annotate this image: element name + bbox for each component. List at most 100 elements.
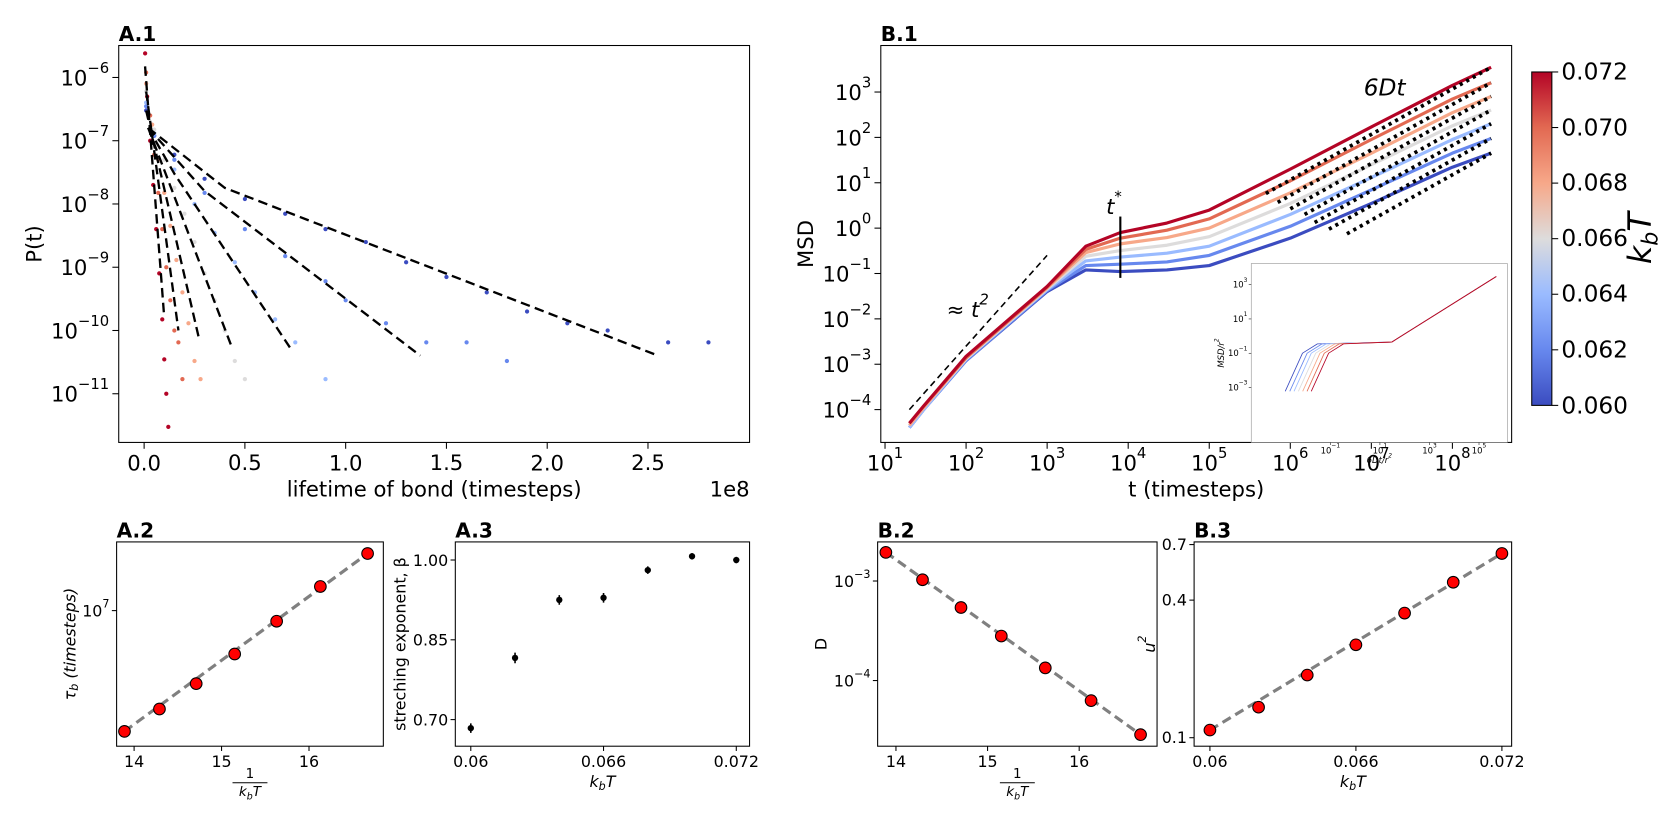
x-tick-label-part: 5 [1483, 444, 1487, 450]
y-tick-label: 10−4 [823, 392, 872, 423]
x-tick-label: 108 [1434, 445, 1470, 476]
data-point [484, 290, 489, 295]
fit-line [1289, 94, 1493, 211]
fit-line [1328, 136, 1493, 231]
y-axis-label: MSD/r2 [1214, 338, 1226, 368]
y-axis-label: D [812, 638, 831, 650]
x-tick-label: 101 [867, 445, 903, 476]
data-point [242, 227, 248, 232]
x-tick-label: 16 [299, 752, 319, 771]
x-axis-label-numerator: 1 [1013, 766, 1022, 782]
y-tick-label: 1.00 [413, 551, 448, 570]
x-axis-label: lifetime of bond (timesteps) [287, 476, 582, 501]
fit-line [144, 91, 180, 331]
data-point [605, 328, 610, 333]
y-tick-label-part: 10 [1228, 348, 1239, 358]
data-point [160, 227, 165, 232]
fit-line [884, 551, 1142, 736]
y-tick-label-part: 10 [51, 381, 78, 406]
y-tick-label-part: 10 [1233, 314, 1244, 324]
data-point [162, 357, 167, 362]
x-tick-label-part: 7 [1380, 445, 1389, 462]
y-tick-label-part: −3 [1239, 381, 1248, 387]
y-axis-label-part: u [1140, 643, 1159, 653]
colorbar-tick-label-part: 0.070 [1561, 114, 1628, 141]
fit-line [1346, 151, 1493, 236]
plot-area [1193, 541, 1513, 747]
y-tick-label: 10−10 [51, 312, 109, 343]
x-tick-label: 15 [977, 752, 997, 771]
fit-line [145, 110, 200, 337]
data-point [444, 274, 449, 280]
x-tick-label: 1.5 [430, 450, 464, 475]
y-axis-label-part: τ [60, 690, 79, 700]
data-point [644, 566, 651, 574]
x-axis-label-part: b [599, 779, 606, 792]
data-point [314, 580, 327, 593]
x-tick-label-part: 10 [1191, 450, 1218, 475]
colorbar-tick-label: 0.068 [1561, 170, 1628, 197]
y-tick-label-part: 3 [862, 74, 871, 91]
data-point [232, 260, 237, 265]
panel: A.30.06 0.066 0.0720.700.851.00kbTstrechin… [391, 518, 759, 792]
x-tick-label: 16 [1069, 752, 1089, 771]
x-tick-label: 104 [1110, 445, 1146, 476]
x-axis-label: kbT [589, 772, 616, 793]
data-point [168, 298, 173, 303]
data-point [383, 321, 389, 326]
data-point [182, 211, 187, 216]
data-point [994, 629, 1008, 643]
panel-title: B.1 [881, 22, 918, 46]
data-point [361, 547, 374, 560]
x-offset-label: 1e8 [710, 476, 750, 501]
data-point [176, 340, 181, 345]
x-tick-label-part: −1 [1331, 444, 1340, 450]
data-point [1300, 668, 1314, 682]
data-point [879, 546, 893, 559]
y-tick-label-part: −2 [849, 301, 871, 318]
data-point [242, 377, 248, 382]
y-axis-label: streching exponent, β [391, 557, 410, 731]
y-tick-label-part: 0 [862, 210, 871, 227]
x-axis-label-denominator-part: T [1020, 784, 1030, 800]
x-tick-label: 102 [948, 445, 984, 476]
y-axis-label-part: 2 [1135, 635, 1148, 642]
y-tick-label-part: 10 [60, 191, 87, 216]
colorbar-tick-label-part: 0.060 [1561, 392, 1628, 419]
data-point [524, 309, 530, 314]
y-tick-label-part: 10 [834, 671, 854, 690]
colorbar-tick-label: 0.070 [1561, 114, 1628, 141]
y-tick-label: 103 [835, 74, 871, 105]
data-point [363, 239, 368, 245]
line [1310, 276, 1497, 392]
colorbar-tick-label: 0.064 [1561, 281, 1628, 308]
x-axis-label-part: 6Dt/r [1367, 455, 1389, 465]
x-tick-label: 14 [886, 752, 906, 771]
data-point [198, 377, 203, 382]
crossover-label-part: * [1114, 188, 1121, 205]
y-tick-label: 100 [835, 210, 871, 241]
data-point [706, 340, 711, 345]
x-axis-label-part: 2 [1388, 453, 1392, 459]
x-tick-label-part: 2.0 [530, 450, 564, 475]
data-point [168, 223, 173, 229]
x-tick-label: 2.0 [530, 450, 564, 475]
data-point [467, 724, 474, 732]
data-point [270, 614, 283, 628]
x-tick-label: 2.5 [631, 450, 665, 475]
colorbar-tick-label: 0.060 [1561, 392, 1628, 419]
y-axis-label-part: (timesteps) [60, 588, 79, 684]
data-point [202, 190, 207, 195]
x-tick-label-part: 10 [1373, 445, 1384, 455]
x-axis-label-part: k [589, 772, 599, 791]
data-point [600, 594, 607, 601]
y-tick-label: 10−6 [60, 59, 109, 90]
data-point [511, 654, 519, 662]
fit-line [147, 126, 659, 357]
fit-line [147, 127, 293, 351]
data-point [232, 358, 237, 364]
data-point [1084, 694, 1098, 708]
data-point [118, 725, 131, 738]
y-tick-label: 10−3 [1228, 381, 1248, 393]
data-point [1446, 575, 1460, 589]
